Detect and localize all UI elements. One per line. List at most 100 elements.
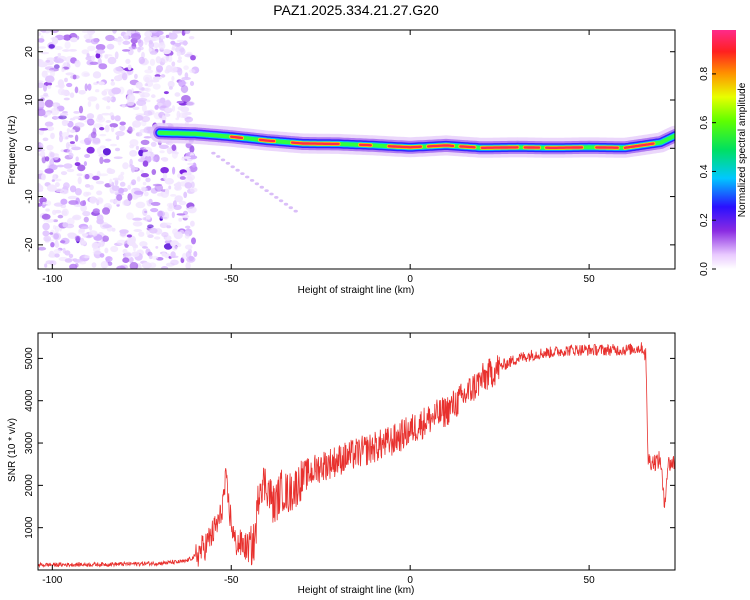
noise-cell (135, 201, 146, 209)
noise-cell (127, 193, 133, 201)
bottom-x-label: 50 (584, 575, 596, 586)
noise-cell (68, 253, 74, 259)
noise-cell (65, 142, 70, 150)
noise-cell (53, 202, 64, 207)
noise-cell (130, 165, 135, 173)
noise-cell (59, 112, 69, 117)
tail-cell (283, 202, 289, 206)
colorbar-gradient (712, 30, 736, 269)
noise-cell (41, 173, 46, 181)
noise-cell (142, 181, 147, 186)
noise-cell (131, 30, 136, 34)
noise-cell (149, 58, 156, 66)
noise-cell (129, 262, 139, 269)
noise-cell (170, 251, 176, 259)
noise-cell (68, 200, 79, 205)
noise-cell (156, 65, 163, 73)
noise-cell (42, 230, 50, 237)
noise-cell (178, 200, 187, 206)
noise-cell (142, 160, 149, 167)
noise-cell (44, 263, 48, 268)
noise-cell (54, 46, 63, 50)
noise-cell (161, 56, 170, 63)
noise-cell (105, 34, 115, 42)
noise-cell (38, 246, 47, 251)
noise-cell (119, 229, 129, 234)
noise-cell (181, 156, 191, 159)
noise-cell (171, 46, 176, 51)
noise-cell (159, 150, 165, 154)
noise-cell (42, 222, 50, 231)
noise-cell (174, 195, 183, 203)
noise-cell (163, 113, 171, 117)
noise-cell (86, 118, 91, 124)
ridge-core (358, 143, 372, 147)
top-x-label: -50 (224, 274, 239, 285)
noise-cell (161, 252, 167, 257)
noise-cell (78, 105, 84, 114)
noise-cell (135, 81, 143, 89)
noise-cell (183, 65, 189, 70)
noise-cell (185, 225, 191, 229)
noise-cell (65, 136, 69, 140)
noise-cell (122, 104, 126, 108)
tail-cell (220, 158, 226, 162)
noise-cell (48, 44, 55, 49)
noise-cell (122, 162, 129, 170)
noise-cell (116, 135, 120, 140)
noise-cell (140, 94, 145, 99)
noise-cell (67, 92, 71, 96)
noise-cell (52, 209, 57, 215)
noise-cell (83, 191, 90, 197)
noise-cell (91, 55, 95, 62)
noise-cell (56, 164, 65, 168)
noise-cell (109, 199, 115, 203)
noise-cell (93, 82, 98, 86)
tail-cell (240, 172, 245, 176)
noise-cell (128, 46, 138, 50)
noise-cell (58, 83, 65, 89)
noise-cell (178, 217, 183, 222)
noise-cell (83, 216, 89, 223)
noise-cell (181, 252, 188, 260)
noise-cell (67, 232, 77, 237)
noise-cell (188, 255, 194, 261)
noise-cell (69, 185, 77, 193)
tail-cell (245, 175, 250, 179)
colorbar-tick-label: 0.8 (699, 67, 710, 81)
noise-cell (131, 188, 135, 196)
noise-cell (129, 158, 133, 167)
noise-cell (133, 229, 142, 232)
noise-cell (54, 253, 60, 258)
noise-cell (48, 252, 57, 258)
noise-cell (74, 235, 81, 242)
noise-cell (66, 217, 75, 226)
noise-cell (119, 125, 126, 131)
noise-cell (61, 67, 65, 73)
tail-cell (264, 189, 269, 193)
noise-cell (95, 197, 104, 205)
noise-cell (62, 222, 69, 228)
noise-cell (187, 162, 194, 166)
noise-cell (104, 54, 113, 57)
noise-cell (86, 53, 90, 58)
noise-cell (64, 258, 73, 263)
tail-cell (216, 155, 221, 158)
noise-cell (51, 179, 55, 182)
noise-cell (45, 260, 54, 265)
noise-cell (45, 59, 51, 63)
noise-cell (87, 101, 92, 107)
noise-cell (183, 191, 188, 198)
noise-cell (96, 147, 102, 155)
ridge-core (258, 138, 276, 143)
ridge-core (623, 142, 655, 149)
noise-cell (127, 64, 132, 71)
noise-cell (152, 76, 162, 80)
noise-cell (135, 145, 139, 150)
noise-cell (131, 179, 137, 186)
noise-cell (38, 128, 49, 131)
noise-cell (81, 30, 92, 34)
noise-cell (69, 141, 75, 145)
chart-title: PAZ1.2025.334.21.27.G20 (273, 2, 439, 18)
noise-cell (78, 90, 86, 95)
